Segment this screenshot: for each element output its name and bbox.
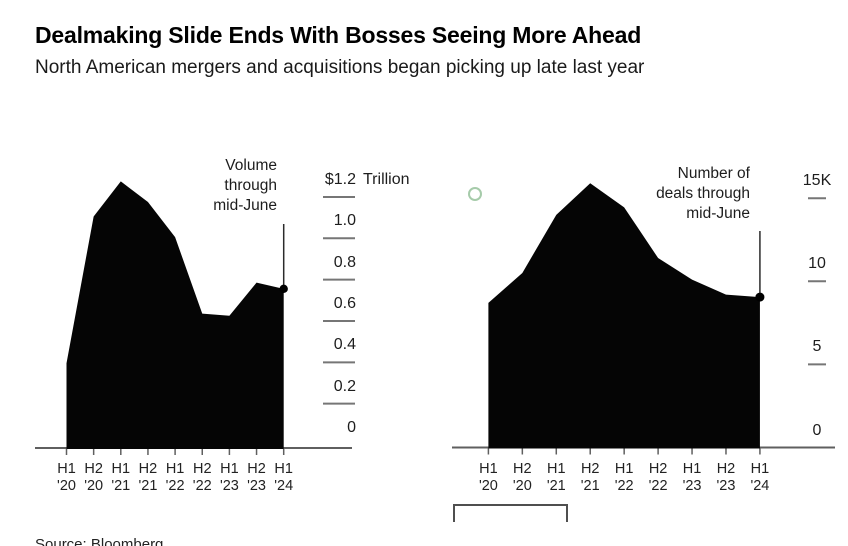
deal-count-x-label-year-text: '23 [682, 478, 702, 494]
volume-area [66, 181, 284, 449]
deal-count-x-label-year-text: '21 [546, 478, 566, 494]
deal-count-annotation-line: mid-June [686, 205, 750, 222]
volume-y-label-value: 0 [347, 419, 356, 436]
volume-x-label-half-text: H1 [165, 461, 185, 477]
volume-annotation-line: through [224, 177, 277, 194]
deal-count-x-label-year-text: '20 [478, 478, 498, 494]
volume-y-label-value: 0.2 [333, 377, 356, 395]
chart-subtitle: North American mergers and acquisitions … [35, 57, 645, 78]
deal-count-x-label-half-text: H2 [580, 461, 600, 477]
volume-x-label-year-text: '20 [84, 478, 104, 494]
deal-count-x-label-year-text: '21 [580, 478, 600, 494]
volume-y-unit-label: Trillion [363, 170, 410, 188]
deal-count-x-label-half-text: H2 [513, 461, 532, 477]
deal-count-x-label-half-text: H1 [479, 461, 498, 477]
volume-x-label-year-text: '23 [219, 478, 239, 494]
volume-x-label-year-text: '22 [192, 478, 212, 494]
deal-count-annotation: Number of deals through mid-June [530, 164, 750, 224]
deal-count-y-label-value: 10 [808, 255, 826, 273]
volume-x-label-half-text: H1 [220, 461, 239, 477]
deal-count-x-label-year-text: '23 [716, 478, 736, 494]
deal-count-x-label-year-text: '20 [512, 478, 532, 494]
deal-count-y-label-value: 5 [812, 338, 822, 356]
deal-count-x-label-half-text: H2 [716, 461, 736, 477]
volume-annotation: Volume through mid-June [57, 156, 277, 216]
deal-count-last-point-dot [755, 292, 765, 302]
cutoff-bracket [453, 504, 568, 522]
deal-count-annotation-line: Number of [677, 165, 750, 182]
volume-x-label-half-text: H2 [84, 461, 103, 477]
volume-x-label-half-text: H1 [111, 461, 131, 477]
volume-y-label-value: 0.4 [333, 336, 356, 354]
volume-x-label-half-text: H1 [57, 461, 76, 477]
deal-count-y-label-value: 0 [812, 421, 822, 439]
volume-x-label-year-text: '20 [57, 478, 76, 494]
deal-count-y-label-value: 15K [802, 172, 832, 190]
deal-count-x-label-year-text: '22 [614, 478, 634, 494]
green-ring-icon [468, 187, 482, 201]
volume-x-label-half-text: H2 [138, 461, 158, 477]
volume-annotation-line: Volume [225, 157, 277, 174]
volume-y-label-value: 0.8 [333, 253, 356, 271]
deal-count-x-label-half-text: H1 [614, 461, 634, 477]
deal-count-x-label-year-text: '22 [648, 478, 668, 494]
deal-count-x-label-half-text: H2 [648, 461, 668, 477]
volume-x-label-year-text: '22 [165, 478, 185, 494]
volume-x-label-year-text: '21 [111, 478, 131, 494]
volume-x-label-half-text: H2 [247, 461, 266, 477]
volume-last-point-dot [279, 284, 288, 294]
deal-count-x-label-year-text: '24 [750, 478, 770, 494]
volume-y-label-value: $1.2 [324, 170, 356, 188]
volume-x-label-half-text: H1 [274, 461, 293, 477]
volume-y-label-value: 1.0 [333, 212, 356, 230]
volume-annotation-line: mid-June [213, 197, 277, 214]
deal-count-annotation-line: deals through [656, 185, 750, 202]
volume-y-label-value: 0.6 [333, 294, 356, 312]
volume-x-label-year-text: '24 [274, 478, 294, 494]
volume-x-label-year-text: '23 [247, 478, 266, 494]
source-note: Source: Bloomberg [35, 536, 164, 546]
deal-count-x-label-half-text: H1 [682, 461, 702, 477]
volume-x-label-year-text: '21 [138, 478, 158, 494]
deal-count-x-label-half-text: H1 [750, 461, 770, 477]
volume-x-label-half-text: H2 [192, 461, 212, 477]
deal-count-x-label-half-text: H1 [546, 461, 566, 477]
chart-title: Dealmaking Slide Ends With Bosses Seeing… [35, 22, 642, 48]
